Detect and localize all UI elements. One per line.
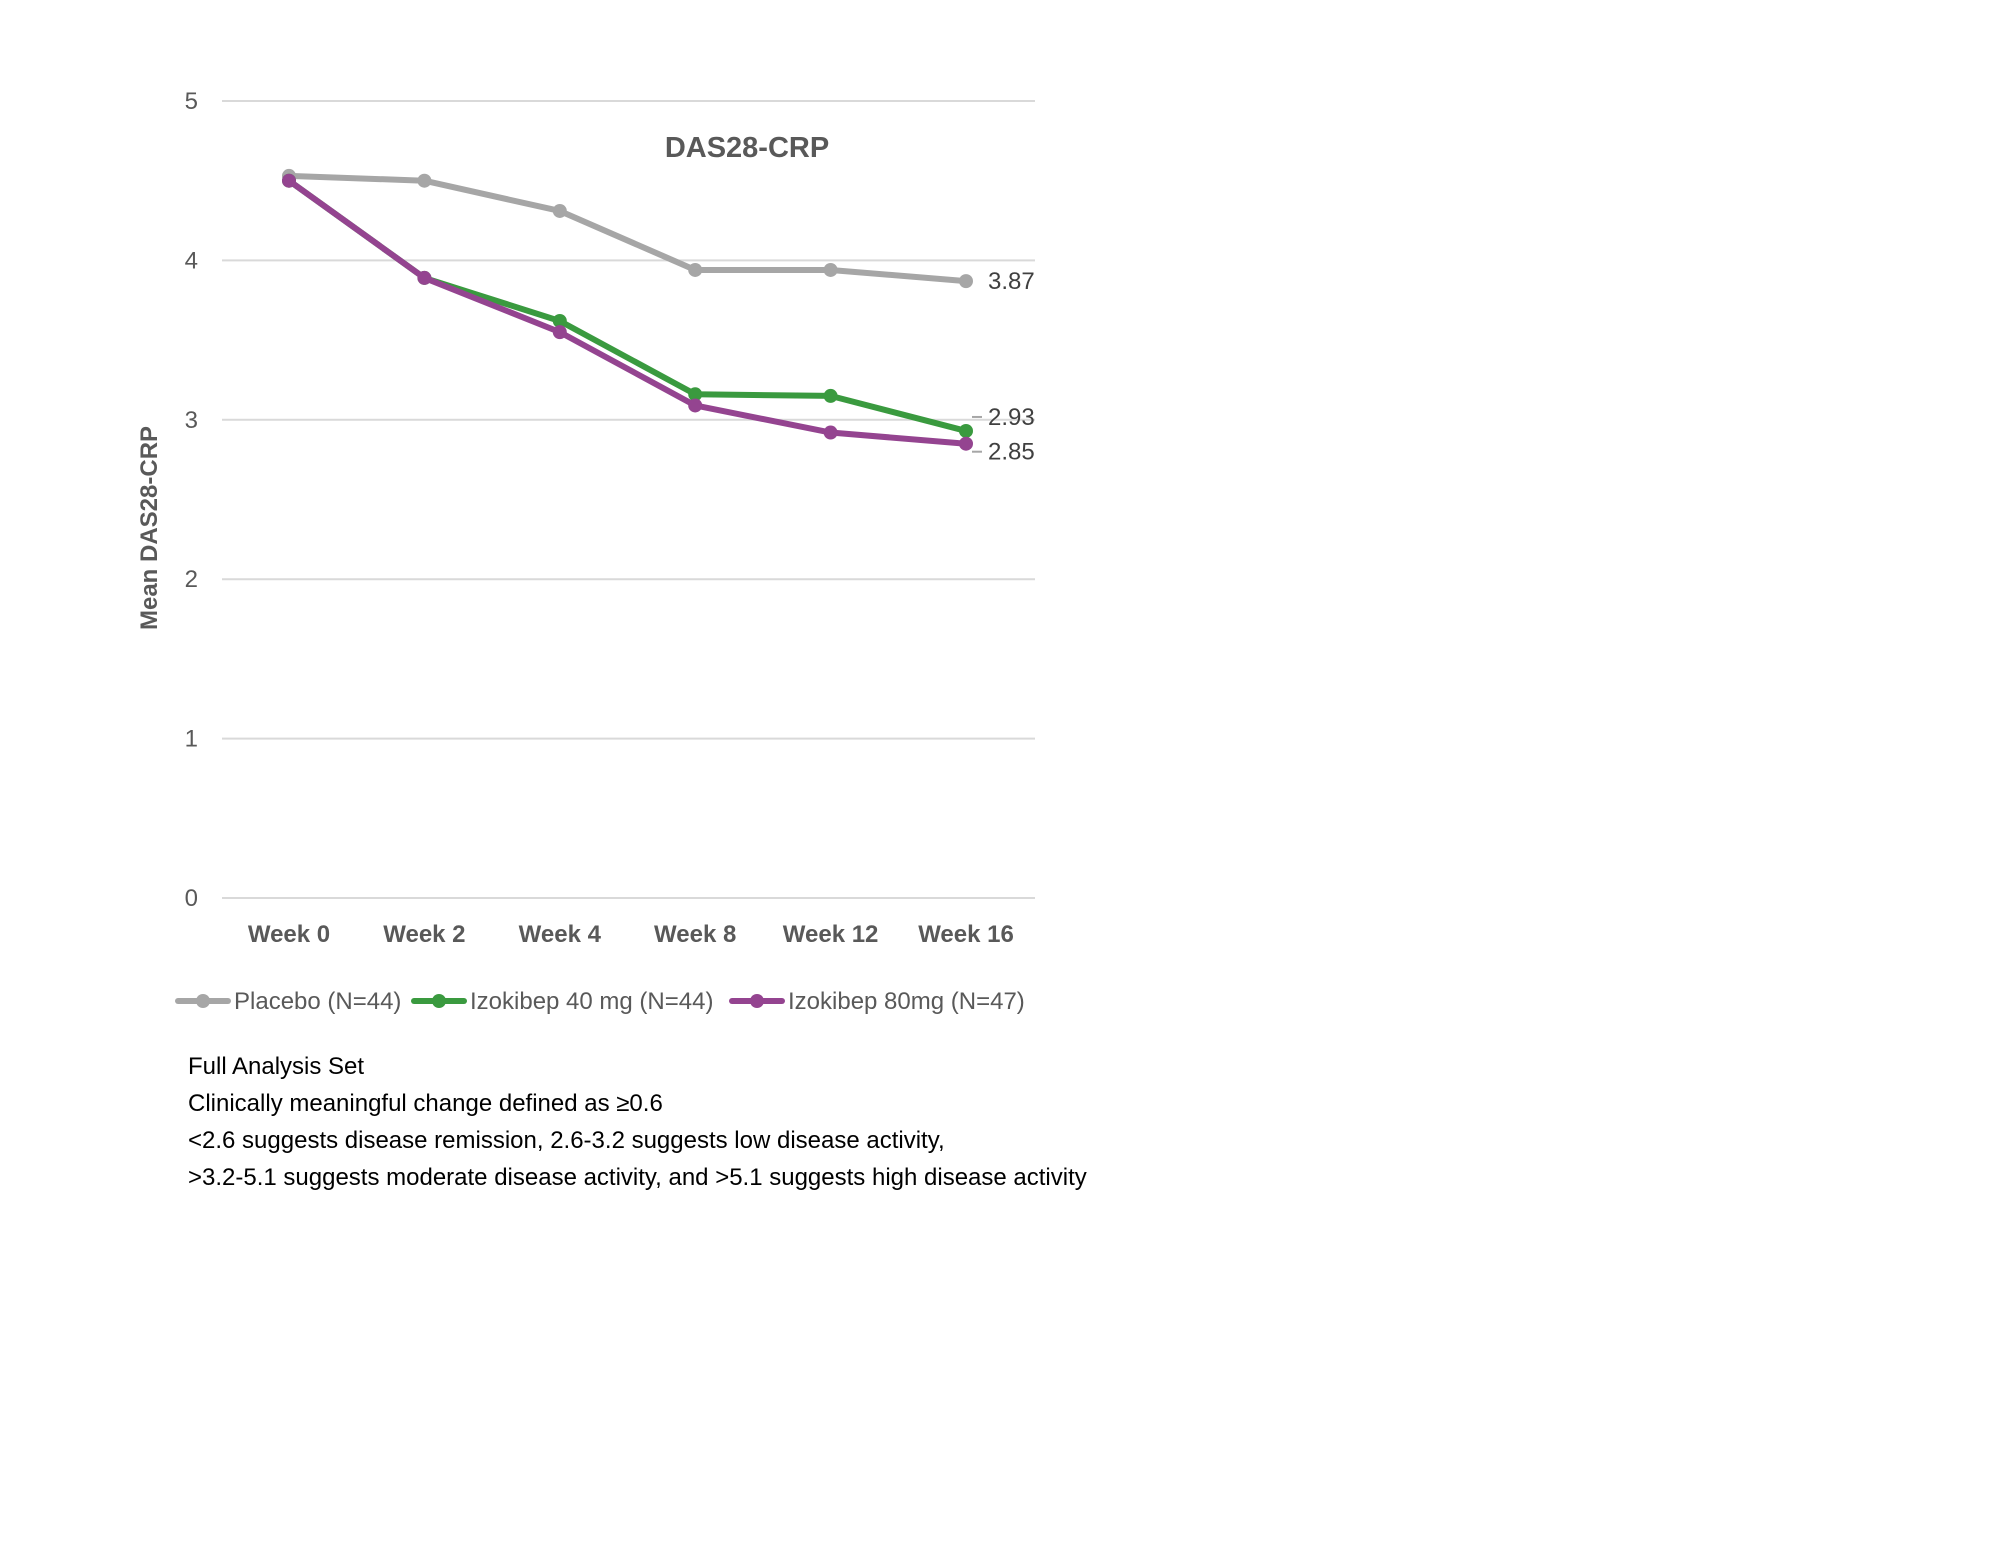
x-tick-label: Week 4 <box>519 921 602 948</box>
series-line <box>286 177 969 434</box>
data-point <box>688 262 703 277</box>
x-tick-label: Week 12 <box>783 921 879 948</box>
x-tick-label: Week 0 <box>248 921 330 948</box>
y-axis-label: Mean DAS28-CRP <box>136 426 163 630</box>
end-data-label: 2.85 <box>988 439 1035 466</box>
data-point <box>417 270 432 285</box>
footnotes: Full Analysis Set Clinically meaningful … <box>188 1048 1087 1196</box>
data-point <box>959 423 973 438</box>
x-tick-label: Week 2 <box>383 921 465 948</box>
data-point <box>823 262 838 277</box>
x-tick-label: Week 8 <box>654 921 736 948</box>
footnote-line: >3.2-5.1 suggests moderate disease activ… <box>188 1164 1087 1191</box>
series-line <box>286 172 969 285</box>
x-axis-ticks: Week 0 Week 2 Week 4 Week 8 Week 12 Week 16 <box>248 921 1014 948</box>
legend-label: Placebo (N=44) <box>234 988 401 1015</box>
data-point <box>282 173 296 188</box>
chart-grid <box>222 100 1035 899</box>
end-data-label: 2.93 <box>988 404 1035 431</box>
end-data-label: 3.87 <box>988 268 1035 295</box>
series-line <box>286 177 969 447</box>
data-point <box>823 388 838 403</box>
data-point <box>552 313 567 328</box>
y-tick-label: 1 <box>185 726 198 753</box>
data-point <box>823 425 838 440</box>
end-labels: 3.87 2.93 2.85 <box>972 268 1035 466</box>
footnote-line: <2.6 suggests disease remission, 2.6-3.2… <box>188 1127 945 1154</box>
data-point <box>688 398 703 413</box>
chart-legend: Placebo (N=44) Izokibep 40 mg (N=44) Izoki… <box>175 988 1025 1015</box>
x-tick-label: Week 16 <box>918 921 1014 948</box>
y-tick-label: 0 <box>185 885 198 912</box>
chart-title: DAS28-CRP <box>665 132 829 164</box>
y-axis-ticks: 0 1 2 3 4 5 <box>185 88 198 912</box>
legend-label: Izokibep 40 mg (N=44) <box>470 988 713 1015</box>
legend-swatch-marker <box>750 994 764 1008</box>
y-tick-label: 5 <box>185 88 198 115</box>
y-tick-label: 2 <box>185 566 198 593</box>
data-point <box>552 203 567 218</box>
footnote-line: Full Analysis Set <box>188 1053 365 1080</box>
legend-swatch-marker <box>432 994 446 1008</box>
y-tick-label: 3 <box>185 407 198 434</box>
data-point <box>417 173 432 188</box>
data-point <box>688 387 703 402</box>
legend-label: Izokibep 80mg (N=47) <box>788 988 1025 1015</box>
data-point <box>552 325 567 340</box>
y-tick-label: 4 <box>185 247 198 274</box>
footnote-line: Clinically meaningful change defined as … <box>188 1090 663 1117</box>
chart-series <box>282 168 973 451</box>
legend-swatch-marker <box>196 994 210 1008</box>
data-point <box>959 274 973 289</box>
data-point <box>959 436 973 451</box>
